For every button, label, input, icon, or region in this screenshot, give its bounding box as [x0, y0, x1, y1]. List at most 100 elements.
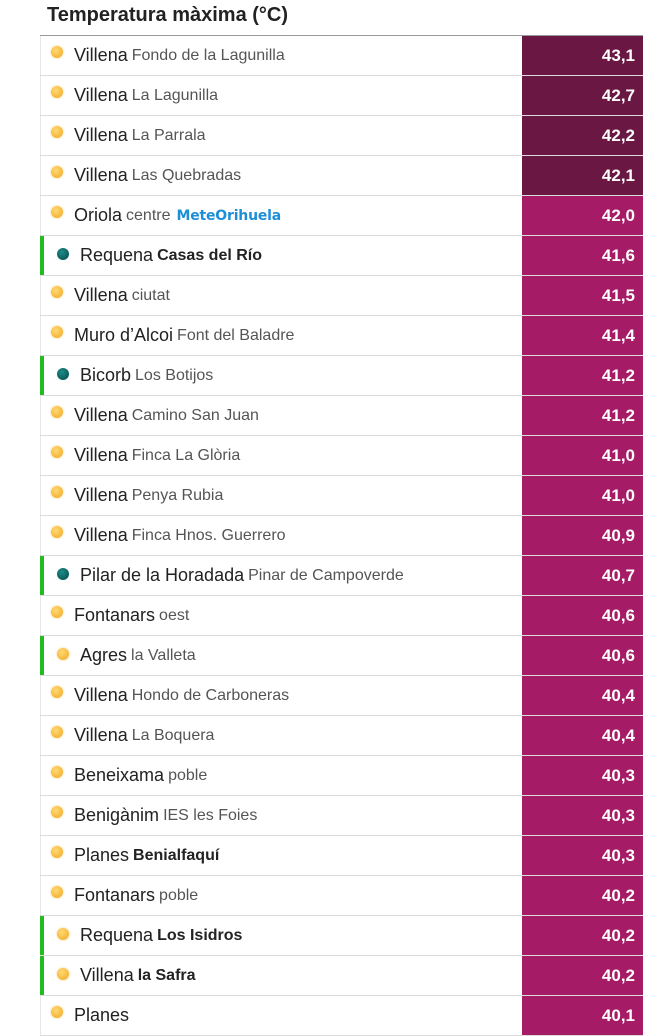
station-location: Finca Hnos. Guerrero	[131, 526, 286, 544]
station-location: La Boquera	[131, 726, 215, 744]
table-row[interactable]: Villena Las Quebradas 42,1	[40, 156, 643, 196]
temperature-value: 40,6	[522, 636, 643, 675]
station-town: Villena	[74, 685, 128, 705]
station-location: Camino San Juan	[131, 406, 259, 424]
table-row[interactable]: Planes 40,1	[40, 996, 643, 1036]
station-cell: Benigànim IES les Foies	[40, 796, 522, 835]
station-town: Planes	[74, 1005, 130, 1025]
temperature-value: 40,2	[522, 916, 643, 955]
station-location: Los Botijos	[135, 366, 214, 384]
station-cell: Villena Fondo de la Lagunilla	[40, 36, 522, 75]
temperature-value: 40,6	[522, 596, 643, 635]
sun-dot-icon	[57, 928, 69, 940]
table-row[interactable]: Villena Fondo de la Lagunilla 43,1	[40, 36, 643, 76]
table-row[interactable]: Requena Los Isidros 40,2	[40, 916, 643, 956]
table-row[interactable]: Villena Hondo de Carboneras 40,4	[40, 676, 643, 716]
station-location: Benialfaquí	[133, 846, 220, 864]
temperature-value: 42,7	[522, 76, 643, 115]
table-row[interactable]: Requena Casas del Río 41,6	[40, 236, 643, 276]
station-cell: Bicorb Los Botijos	[40, 356, 522, 395]
station-town: Requena	[80, 925, 154, 945]
table-row[interactable]: Villena ciutat 41,5	[40, 276, 643, 316]
sun-dot-icon	[51, 486, 63, 498]
station-cell: Villena Camino San Juan	[40, 396, 522, 435]
table-row[interactable]: Villena Camino San Juan 41,2	[40, 396, 643, 436]
table-row[interactable]: Beneixama poble 40,3	[40, 756, 643, 796]
station-town: Villena	[74, 165, 128, 185]
station-cell: Villena Finca La Glòria	[40, 436, 522, 475]
table-row[interactable]: Villena Finca La Glòria 41,0	[40, 436, 643, 476]
table-row[interactable]: Villena la Safra 40,2	[40, 956, 643, 996]
temperature-value: 42,2	[522, 116, 643, 155]
temperature-value: 40,9	[522, 516, 643, 555]
station-cell: Villena Las Quebradas	[40, 156, 522, 195]
sun-dot-icon	[51, 1006, 63, 1018]
station-cell: Villena Hondo de Carboneras	[40, 676, 522, 715]
temperature-value: 42,1	[522, 156, 643, 195]
table-row[interactable]: Fontanars poble 40,2	[40, 876, 643, 916]
station-location: Los Isidros	[157, 926, 243, 944]
station-town: Beneixama	[74, 765, 165, 785]
temperature-value: 40,3	[522, 756, 643, 795]
station-town: Fontanars	[74, 605, 156, 625]
station-town: Agres	[80, 645, 128, 665]
temperature-value: 40,7	[522, 556, 643, 595]
station-cell: Fontanars poble	[40, 876, 522, 915]
temperature-value: 40,2	[522, 876, 643, 915]
sun-dot-icon	[51, 846, 63, 858]
table-row[interactable]: Villena La Parrala 42,2	[40, 116, 643, 156]
station-town: Villena	[80, 965, 134, 985]
table-row[interactable]: Muro d’Alcoi Font del Baladre 41,4	[40, 316, 643, 356]
station-location: poble	[168, 766, 208, 784]
station-location: la Safra	[137, 966, 196, 984]
station-town: Requena	[80, 245, 154, 265]
sun-dot-icon	[51, 286, 63, 298]
temperature-value: 40,2	[522, 956, 643, 995]
sun-dot-icon	[51, 46, 63, 58]
table-row[interactable]: Fontanars oest 40,6	[40, 596, 643, 636]
temperature-value: 41,5	[522, 276, 643, 315]
table-row[interactable]: Villena Finca Hnos. Guerrero 40,9	[40, 516, 643, 556]
sun-dot-icon	[51, 526, 63, 538]
temperature-value: 40,4	[522, 716, 643, 755]
station-location: IES les Foies	[163, 806, 258, 824]
station-cell: Requena Los Isidros	[40, 916, 522, 955]
sun-dot-icon	[51, 166, 63, 178]
station-town: Benigànim	[74, 805, 160, 825]
table-row[interactable]: Villena Penya Rubia 41,0	[40, 476, 643, 516]
station-location: Casas del Río	[157, 246, 263, 264]
station-cell: Beneixama poble	[40, 756, 522, 795]
meteorihuela-logo: MeteOrihuela	[176, 207, 281, 224]
temperature-table: Villena Fondo de la Lagunilla 43,1 Villena L…	[40, 35, 643, 1036]
temperature-value: 40,3	[522, 796, 643, 835]
sun-dot-icon	[51, 206, 63, 218]
table-row[interactable]: Benigànim IES les Foies 40,3	[40, 796, 643, 836]
station-location: Fondo de la Lagunilla	[131, 46, 285, 64]
station-cell: Planes	[40, 996, 522, 1035]
temperature-value: 41,6	[522, 236, 643, 275]
table-row[interactable]: Pilar de la Horadada Pinar de Campoverde 4…	[40, 556, 643, 596]
sun-dot-icon	[51, 686, 63, 698]
station-town: Muro d’Alcoi	[74, 325, 174, 345]
station-cell: Villena la Safra	[40, 956, 522, 995]
temperature-value: 40,3	[522, 836, 643, 875]
station-location: Pinar de Campoverde	[248, 566, 404, 584]
teal-dot-icon	[57, 568, 69, 580]
table-row[interactable]: Agres la Valleta 40,6	[40, 636, 643, 676]
table-row[interactable]: Bicorb Los Botijos 41,2	[40, 356, 643, 396]
station-location: la Valleta	[131, 646, 196, 664]
table-row[interactable]: Planes Benialfaquí 40,3	[40, 836, 643, 876]
table-row[interactable]: Villena La Lagunilla 42,7	[40, 76, 643, 116]
station-town: Villena	[74, 525, 128, 545]
station-cell: Villena La Lagunilla	[40, 76, 522, 115]
station-location: Hondo de Carboneras	[131, 686, 290, 704]
table-row[interactable]: Oriola centre MeteOrihuela 42,0	[40, 196, 643, 236]
station-town: Villena	[74, 405, 128, 425]
station-location: poble	[159, 886, 199, 904]
station-cell: Agres la Valleta	[40, 636, 522, 675]
teal-dot-icon	[57, 368, 69, 380]
sun-dot-icon	[51, 406, 63, 418]
table-row[interactable]: Villena La Boquera 40,4	[40, 716, 643, 756]
teal-dot-icon	[57, 248, 69, 260]
station-cell: Pilar de la Horadada Pinar de Campoverde	[40, 556, 522, 595]
